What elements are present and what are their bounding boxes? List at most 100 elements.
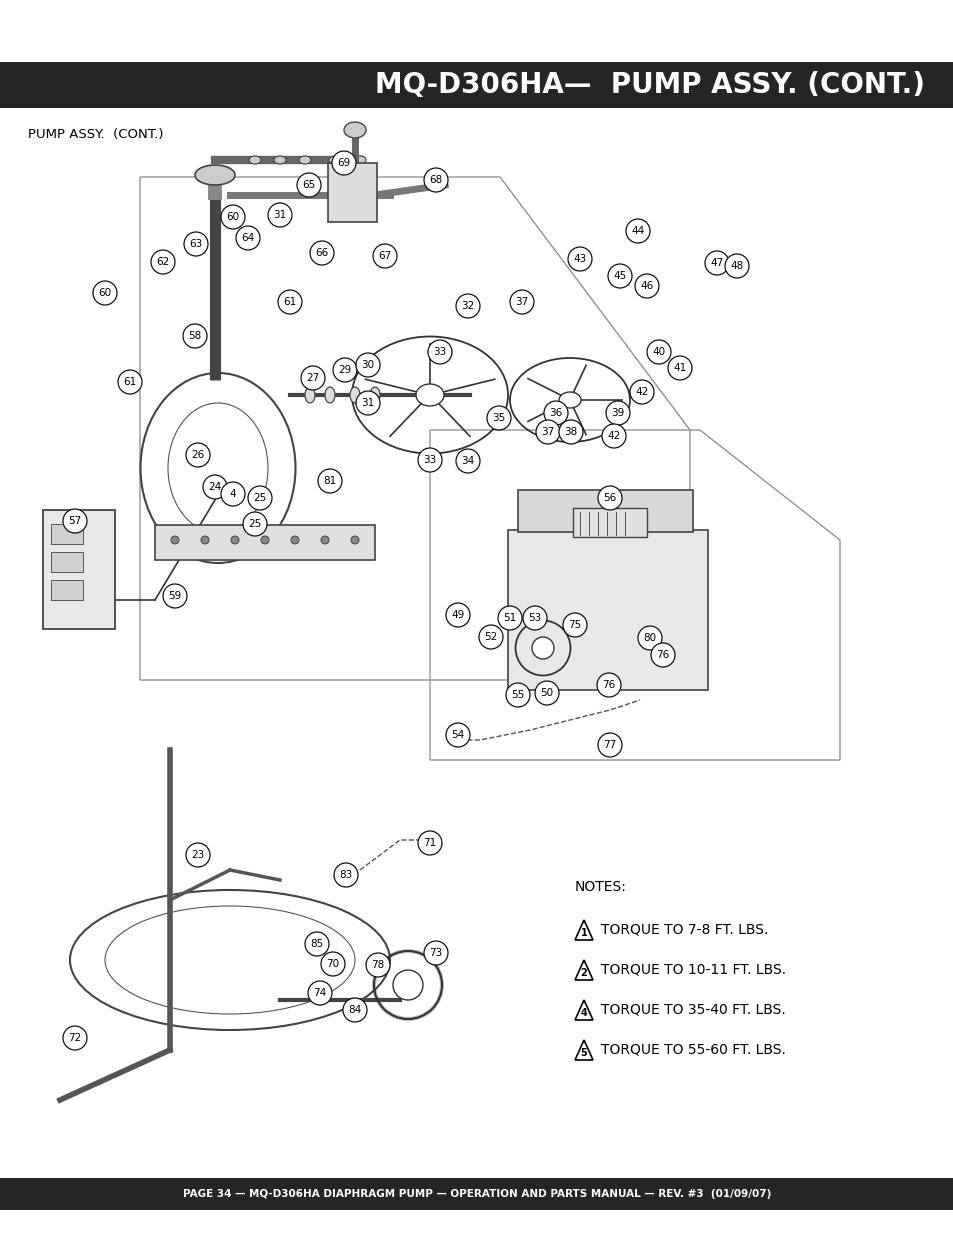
Circle shape	[63, 509, 87, 534]
Circle shape	[601, 424, 625, 448]
Circle shape	[235, 226, 260, 249]
Circle shape	[567, 247, 592, 270]
Circle shape	[373, 245, 396, 268]
Circle shape	[423, 168, 448, 191]
Circle shape	[535, 680, 558, 705]
Text: 61: 61	[123, 377, 136, 387]
Circle shape	[417, 448, 441, 472]
Text: 49: 49	[451, 610, 464, 620]
Circle shape	[310, 241, 334, 266]
Bar	[0, 1178, 953, 1210]
Text: 66: 66	[315, 248, 328, 258]
Text: MQ-D306HA—  PUMP ASSY. (CONT.): MQ-D306HA— PUMP ASSY. (CONT.)	[375, 70, 924, 99]
Ellipse shape	[298, 156, 311, 164]
Circle shape	[598, 487, 621, 510]
Text: 33: 33	[433, 347, 446, 357]
Text: 62: 62	[156, 257, 170, 267]
Text: 53: 53	[528, 613, 541, 622]
Circle shape	[305, 932, 329, 956]
Text: TORQUE TO 10-11 FT. LBS.: TORQUE TO 10-11 FT. LBS.	[600, 963, 785, 977]
Text: 61: 61	[283, 296, 296, 308]
Circle shape	[629, 380, 654, 404]
Text: 24: 24	[208, 482, 221, 492]
Text: 37: 37	[515, 296, 528, 308]
Circle shape	[296, 173, 320, 198]
Circle shape	[497, 606, 521, 630]
Circle shape	[301, 366, 325, 390]
Text: 84: 84	[348, 1005, 361, 1015]
Text: 55: 55	[511, 690, 524, 700]
Circle shape	[625, 219, 649, 243]
Circle shape	[667, 356, 691, 380]
Circle shape	[446, 603, 470, 627]
Text: 76: 76	[601, 680, 615, 690]
Circle shape	[231, 536, 239, 543]
FancyBboxPatch shape	[573, 508, 646, 537]
Ellipse shape	[370, 387, 379, 403]
Circle shape	[163, 584, 187, 608]
Text: 42: 42	[635, 387, 648, 396]
FancyBboxPatch shape	[517, 490, 692, 532]
Circle shape	[646, 340, 670, 364]
Text: 57: 57	[69, 516, 82, 526]
Circle shape	[510, 290, 534, 314]
Text: NOTES:: NOTES:	[575, 881, 626, 894]
Text: 48: 48	[730, 261, 742, 270]
Text: 25: 25	[248, 519, 261, 529]
Circle shape	[268, 203, 292, 227]
Text: 35: 35	[492, 412, 505, 424]
Circle shape	[92, 282, 117, 305]
Text: 52: 52	[484, 632, 497, 642]
Text: 2: 2	[580, 968, 587, 978]
FancyBboxPatch shape	[507, 530, 707, 690]
Text: 29: 29	[338, 366, 352, 375]
Text: 1: 1	[580, 927, 587, 939]
Circle shape	[355, 391, 379, 415]
Text: 63: 63	[190, 240, 202, 249]
Text: 64: 64	[241, 233, 254, 243]
Circle shape	[186, 443, 210, 467]
Text: 37: 37	[540, 427, 554, 437]
FancyBboxPatch shape	[328, 163, 376, 222]
Ellipse shape	[249, 156, 261, 164]
Text: 75: 75	[568, 620, 581, 630]
Text: 23: 23	[192, 850, 204, 860]
Circle shape	[248, 487, 272, 510]
Text: 67: 67	[378, 251, 392, 261]
Circle shape	[478, 625, 502, 650]
Text: 44: 44	[631, 226, 644, 236]
Circle shape	[366, 953, 390, 977]
Text: 46: 46	[639, 282, 653, 291]
Circle shape	[428, 340, 452, 364]
Text: 25: 25	[253, 493, 266, 503]
Text: 26: 26	[192, 450, 204, 459]
Circle shape	[650, 643, 675, 667]
Text: 40: 40	[652, 347, 665, 357]
Circle shape	[320, 952, 345, 976]
Ellipse shape	[354, 156, 366, 164]
Text: 38: 38	[564, 427, 577, 437]
Bar	[0, 62, 953, 107]
Circle shape	[456, 450, 479, 473]
Circle shape	[446, 722, 470, 747]
Circle shape	[118, 370, 142, 394]
Circle shape	[186, 844, 210, 867]
Circle shape	[320, 536, 329, 543]
Text: 83: 83	[339, 869, 353, 881]
Text: PUMP ASSY.  (CONT.): PUMP ASSY. (CONT.)	[28, 128, 163, 141]
Text: 71: 71	[423, 839, 436, 848]
Text: 74: 74	[313, 988, 326, 998]
Circle shape	[704, 251, 728, 275]
Circle shape	[203, 475, 227, 499]
Text: TORQUE TO 35-40 FT. LBS.: TORQUE TO 35-40 FT. LBS.	[600, 1003, 785, 1016]
Circle shape	[333, 358, 356, 382]
Text: 60: 60	[98, 288, 112, 298]
Ellipse shape	[344, 122, 366, 138]
Text: TORQUE TO 7-8 FT. LBS.: TORQUE TO 7-8 FT. LBS.	[600, 923, 767, 937]
Circle shape	[562, 613, 586, 637]
Circle shape	[332, 151, 355, 175]
Circle shape	[277, 290, 302, 314]
Text: 50: 50	[539, 688, 553, 698]
Text: 54: 54	[451, 730, 464, 740]
Text: 33: 33	[423, 454, 436, 466]
